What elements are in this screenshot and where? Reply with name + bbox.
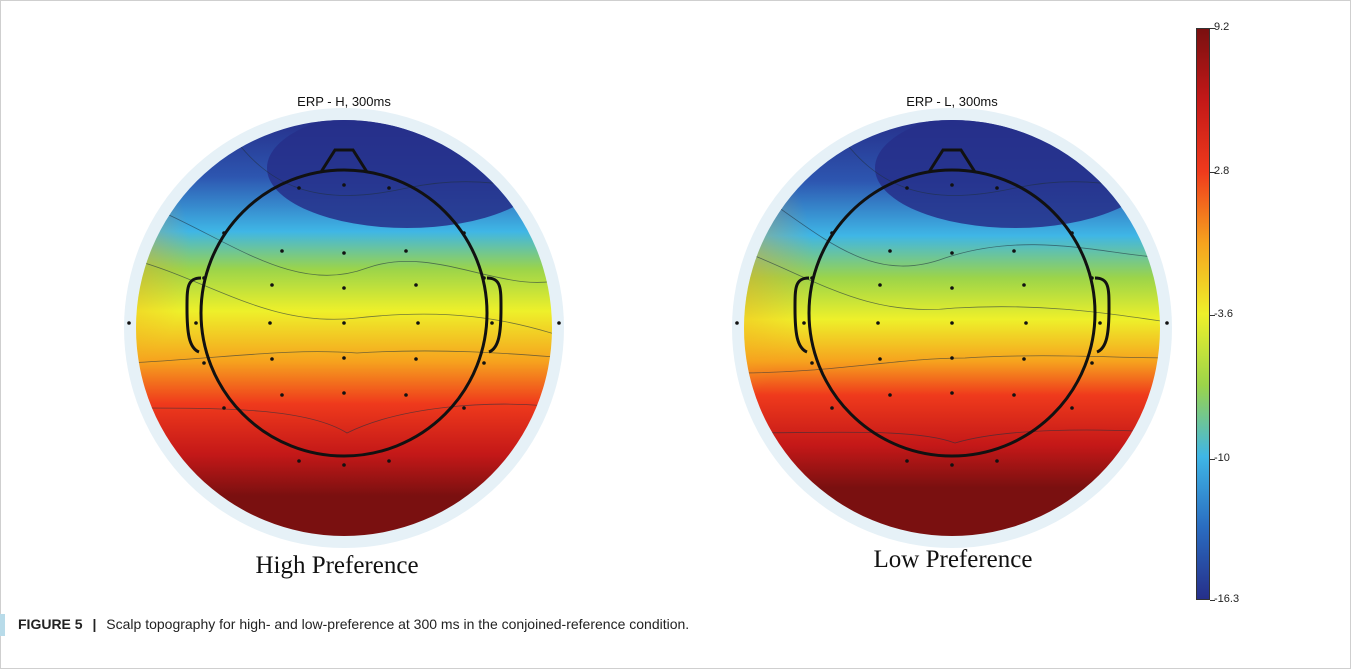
electrode-dot xyxy=(557,321,561,325)
nose-outline xyxy=(927,148,977,173)
electrode-dot xyxy=(416,321,420,325)
electrode-dot xyxy=(950,286,954,290)
electrode-dot xyxy=(888,249,892,253)
electrode-dot xyxy=(194,321,198,325)
electrode-dot xyxy=(1022,357,1026,361)
electrode-dot xyxy=(950,321,954,325)
electrode-dot xyxy=(414,357,418,361)
electrode-dot xyxy=(950,391,954,395)
electrode-dot xyxy=(1012,393,1016,397)
electrode-dot xyxy=(802,321,806,325)
colorbar-tick-mark xyxy=(1210,600,1215,601)
electrode-dot xyxy=(1070,231,1074,235)
electrode-dot xyxy=(342,391,346,395)
colorbar-tick-label: 2.8 xyxy=(1214,165,1230,177)
topomap-low-preference xyxy=(732,108,1172,548)
panel-label-high: High Preference xyxy=(255,552,419,579)
electrode-dot xyxy=(387,186,391,190)
electrode-dot xyxy=(995,459,999,463)
colorbar-tick-label: -16.3 xyxy=(1214,593,1240,605)
left-ear-outline xyxy=(185,276,202,354)
electrode-dot xyxy=(280,393,284,397)
electrode-dot xyxy=(950,463,954,467)
right-ear-outline xyxy=(1094,276,1111,354)
electrode-dot xyxy=(1024,321,1028,325)
electrode-dot xyxy=(482,276,486,280)
electrode-dot xyxy=(490,321,494,325)
electrode-dot xyxy=(876,321,880,325)
nose-outline xyxy=(319,148,369,173)
caption-accent-bar xyxy=(0,614,5,636)
panel-label-low: Low Preference xyxy=(873,546,1033,573)
electrode-dot xyxy=(1070,406,1074,410)
head-outline xyxy=(807,168,1097,458)
electrode-dot xyxy=(462,406,466,410)
electrode-dot xyxy=(342,286,346,290)
electrode-dot xyxy=(830,231,834,235)
electrode-dot xyxy=(1165,321,1169,325)
left-ear-outline xyxy=(793,276,810,354)
topomap-high-preference xyxy=(124,108,564,548)
electrode-dot xyxy=(342,463,346,467)
electrode-dot xyxy=(342,183,346,187)
electrode-dot xyxy=(297,186,301,190)
colorbar-tick-label: -10 xyxy=(1214,452,1230,464)
electrode-dot xyxy=(202,361,206,365)
electrode-dot xyxy=(810,361,814,365)
electrode-dot xyxy=(878,357,882,361)
head-outline xyxy=(199,168,489,458)
caption-separator: | xyxy=(92,616,97,632)
electrode-dot xyxy=(342,321,346,325)
electrode-dot xyxy=(280,249,284,253)
electrode-dot xyxy=(830,406,834,410)
electrode-dot xyxy=(462,231,466,235)
electrode-dot xyxy=(268,321,272,325)
electrode-dot xyxy=(270,283,274,287)
colorbar-tick-mark xyxy=(1210,459,1215,460)
electrode-dot xyxy=(404,249,408,253)
electrode-dot xyxy=(878,283,882,287)
electrode-dot xyxy=(905,186,909,190)
electrode-dot xyxy=(482,361,486,365)
colorbar-tick-label: -3.6 xyxy=(1214,308,1233,320)
colorbar xyxy=(1196,28,1210,600)
electrode-dot xyxy=(1022,283,1026,287)
electrode-dot xyxy=(222,231,226,235)
electrode-dots xyxy=(735,183,1169,467)
electrode-dots xyxy=(127,183,561,467)
electrode-dot xyxy=(222,406,226,410)
electrode-dot xyxy=(950,183,954,187)
colorbar-tick-label: 9.2 xyxy=(1214,21,1230,33)
caption-text: Scalp topography for high- and low-prefe… xyxy=(106,616,690,632)
map-title-low: ERP - L, 300ms xyxy=(906,94,998,109)
electrode-dot xyxy=(735,321,739,325)
electrode-dot xyxy=(950,251,954,255)
electrode-dot xyxy=(202,276,206,280)
right-ear-outline xyxy=(486,276,503,354)
electrode-dot xyxy=(1090,276,1094,280)
electrode-dot xyxy=(1098,321,1102,325)
electrode-dot xyxy=(810,276,814,280)
electrode-dot xyxy=(404,393,408,397)
electrode-dot xyxy=(127,321,131,325)
electrode-dot xyxy=(270,357,274,361)
colorbar-tick-mark xyxy=(1210,172,1215,173)
colorbar-tick-mark xyxy=(1210,315,1215,316)
electrode-dot xyxy=(297,459,301,463)
electrode-dot xyxy=(342,251,346,255)
electrode-dot xyxy=(414,283,418,287)
electrode-dot xyxy=(888,393,892,397)
electrode-dot xyxy=(342,356,346,360)
electrode-dot xyxy=(1090,361,1094,365)
figure-caption: FIGURE 5 | Scalp topography for high- an… xyxy=(18,616,689,632)
electrode-dot xyxy=(950,356,954,360)
electrode-dot xyxy=(995,186,999,190)
electrode-dot xyxy=(387,459,391,463)
colorbar-tick-mark xyxy=(1210,28,1215,29)
map-title-high: ERP - H, 300ms xyxy=(297,94,391,109)
electrode-dot xyxy=(1012,249,1016,253)
caption-label: FIGURE 5 xyxy=(18,616,83,632)
electrode-dot xyxy=(905,459,909,463)
